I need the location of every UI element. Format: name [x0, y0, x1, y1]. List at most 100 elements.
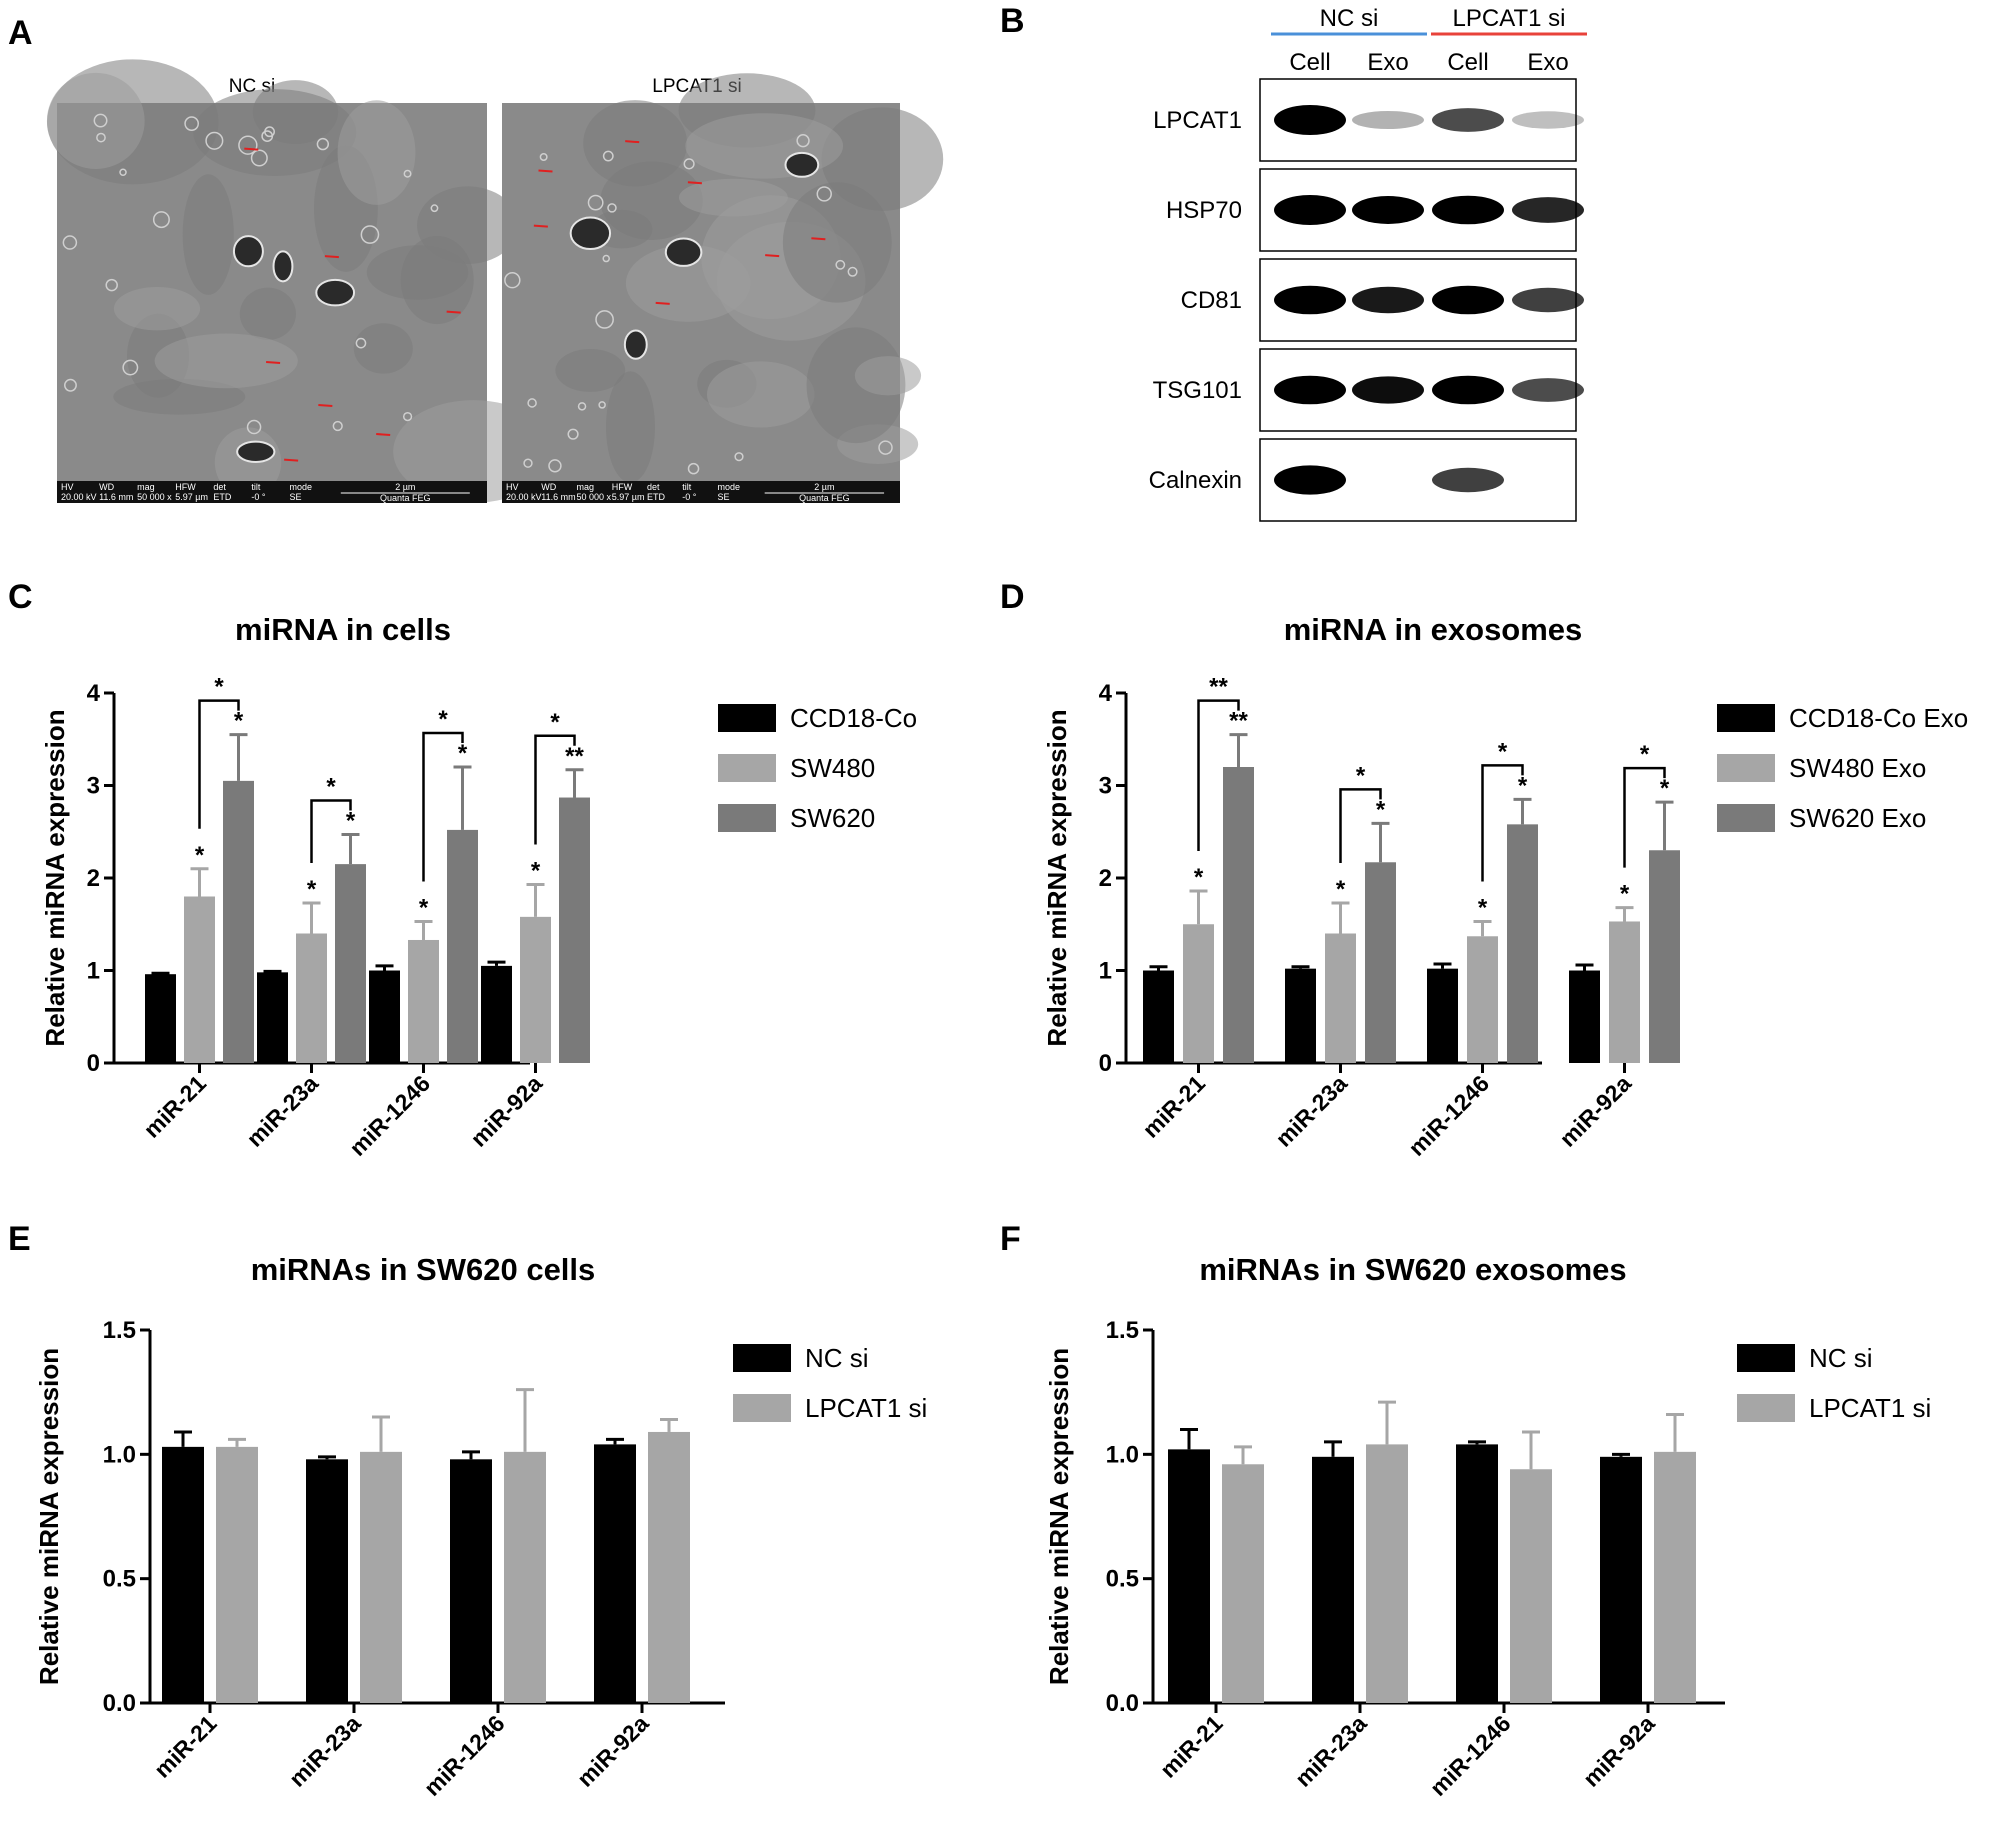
y-tick-label: 0: [1099, 1050, 1112, 1077]
sem-info-text: 20.00 kV: [61, 492, 97, 502]
sem-info-text: tilt: [682, 482, 691, 492]
legend-label: NC si: [1809, 1343, 1873, 1373]
x-tick-label: miR-21: [1155, 1710, 1228, 1783]
sem-vesicle: [796, 134, 810, 148]
bracket-star: *: [214, 674, 224, 701]
sem-info-text: HFW: [612, 482, 633, 492]
sem-vesicle: [598, 401, 606, 409]
significance-bracket: [1197, 699, 1240, 851]
sem-info-text: WD: [99, 482, 114, 492]
bar: [520, 916, 551, 1063]
sem-arrow-marker: [538, 169, 553, 173]
sem-arrow-marker: [533, 224, 548, 228]
chart-title: miRNAs in SW620 exosomes: [1199, 1252, 1626, 1287]
blot-group-label: LPCAT1 si: [1453, 5, 1566, 32]
y-tick-label: 0.0: [103, 1690, 136, 1717]
bar: [1223, 767, 1254, 1063]
significance-star: *: [346, 808, 356, 835]
bracket-star: *: [326, 774, 336, 801]
x-tick-label: miR-1246: [1403, 1070, 1494, 1161]
sem-info-text: mag: [577, 482, 595, 492]
sem-texture: [706, 361, 815, 428]
sem-vesicle: [602, 254, 610, 263]
sem-arrow-marker: [324, 255, 339, 259]
sem-vesicle: [527, 398, 537, 408]
sem-vesicle: [816, 186, 832, 202]
blot-group-label: NC si: [1320, 5, 1379, 32]
blot-lane-label: Cell: [1289, 49, 1330, 76]
bar: [1222, 1464, 1264, 1703]
sem-info-text: 20.00 kV: [506, 492, 542, 502]
sem-texture: [583, 100, 688, 187]
sem-info-text: 11.6 mm: [541, 492, 575, 502]
y-tick-label: 1.5: [103, 1317, 136, 1344]
sem-vesicle: [105, 278, 118, 292]
x-tick-label: miR-21: [1137, 1070, 1210, 1143]
significance-star: *: [307, 876, 317, 903]
sem-info-text: -0 °: [682, 492, 697, 502]
sem-info-text: mode: [290, 482, 313, 492]
bar: [360, 1451, 402, 1703]
bar: [1600, 1456, 1642, 1703]
sem-texture: [806, 327, 906, 444]
sem-vesicle: [62, 235, 78, 250]
y-axis-label: Relative miRNA expression: [1044, 1348, 1074, 1685]
sem-vesicle: [316, 137, 330, 151]
y-tick-label: 3: [87, 773, 100, 800]
bar: [1427, 968, 1458, 1063]
bracket-star: *: [1640, 741, 1650, 768]
sem-vesicle: [430, 204, 439, 213]
sem-arrow-marker: [765, 254, 780, 258]
legend-label: SW480 Exo: [1789, 753, 1926, 783]
legend-swatch: [1717, 804, 1775, 832]
sem-texture: [854, 356, 922, 396]
y-axis-label: Relative miRNA expression: [34, 1348, 64, 1685]
significance-star: *: [1620, 881, 1630, 908]
bar: [1609, 921, 1640, 1063]
sem-texture: [113, 287, 201, 331]
sem-arrow-marker: [811, 237, 826, 241]
sem-vesicle: [734, 452, 744, 462]
chart-title: miRNA in exosomes: [1284, 612, 1583, 647]
y-tick-label: 1: [1099, 958, 1112, 985]
blot-band: [1512, 287, 1584, 313]
sem-texture: [782, 182, 892, 303]
blot-protein-label: TSG101: [1153, 377, 1242, 404]
blot-band: [1432, 108, 1504, 132]
sem-vesicle: [523, 458, 533, 468]
blot-band: [1352, 110, 1424, 130]
legend-swatch: [733, 1394, 791, 1422]
sem-texture: [678, 178, 788, 217]
sem-info-text: WD: [541, 482, 556, 492]
sem-vesicle: [835, 259, 846, 270]
blot-band: [1432, 375, 1504, 405]
sem-texture: [154, 333, 298, 389]
sem-arrow-marker: [318, 404, 333, 408]
sem-instrument-text: Quanta FEG: [380, 493, 431, 503]
sem-info-text: tilt: [251, 482, 260, 492]
legend-swatch: [718, 804, 776, 832]
sem-texture: [366, 245, 469, 300]
sem-arrow-marker: [266, 360, 281, 364]
bar: [1183, 924, 1214, 1063]
sem-vesicle: [567, 428, 579, 440]
bar: [594, 1444, 636, 1703]
panel-label: F: [1000, 1220, 1021, 1258]
significance-bracket: [198, 699, 240, 829]
sem-vesicle: [878, 440, 893, 455]
sem-vesicle: [332, 420, 343, 432]
sem-vesicle: [683, 158, 695, 170]
blot-band: [1274, 105, 1346, 135]
blot-band: [1274, 465, 1346, 495]
sem-vesicle: [152, 211, 170, 229]
sem-scale-text: 2 µm: [395, 482, 415, 492]
sem-arrow-marker: [655, 301, 670, 305]
sem-arrow-marker: [446, 310, 461, 314]
legend-swatch: [1737, 1394, 1795, 1422]
sem-info-text: SE: [718, 492, 730, 502]
y-tick-label: 2: [87, 865, 100, 892]
significance-star: *: [234, 708, 244, 735]
